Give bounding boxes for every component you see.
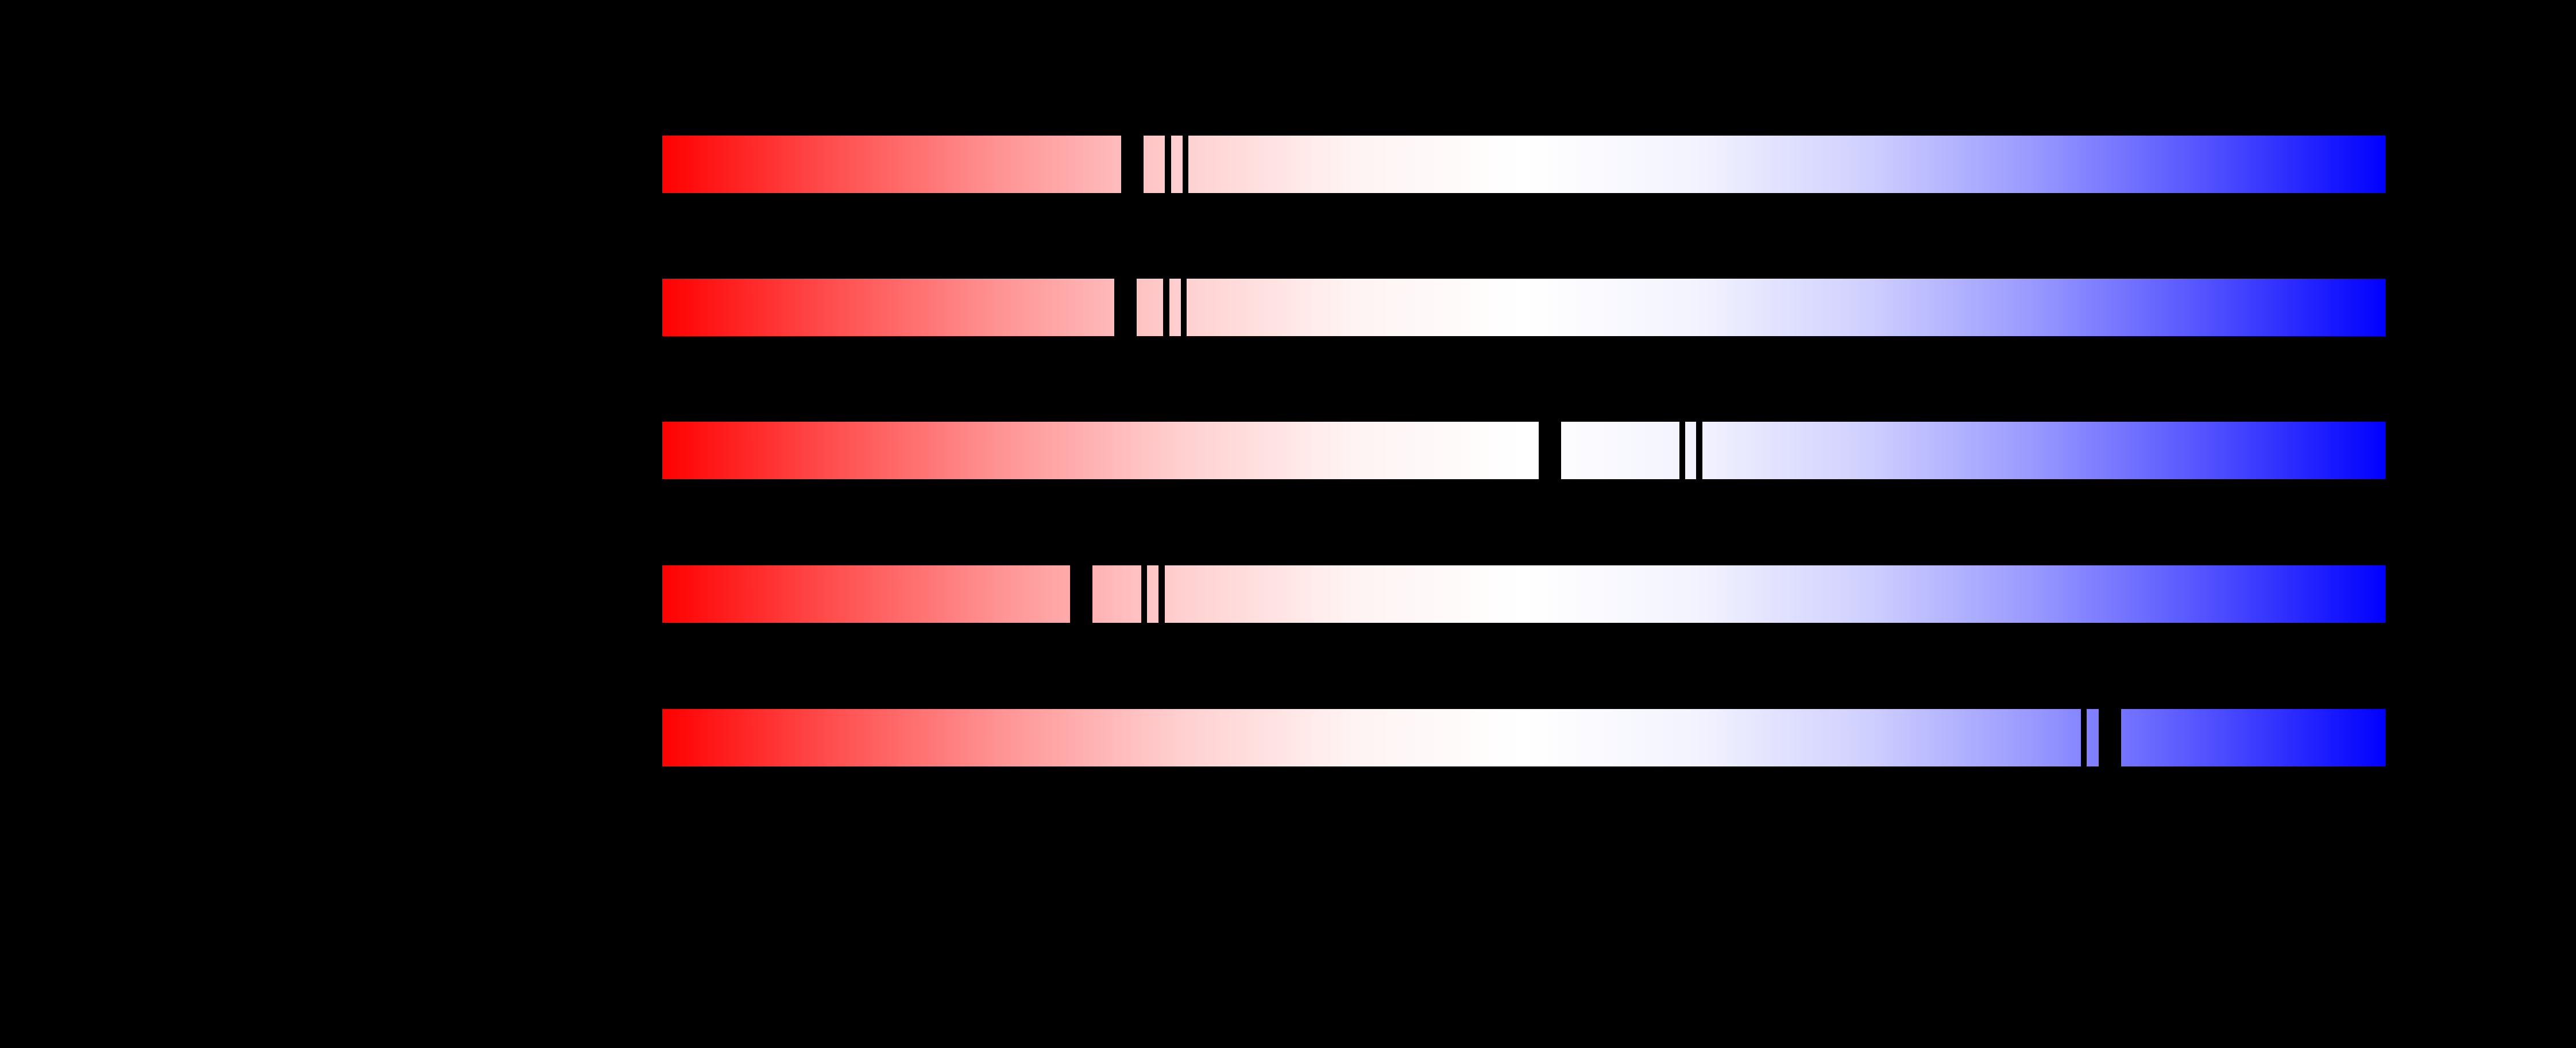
gradient-bar-row-5 bbox=[662, 709, 2386, 766]
thick-marker bbox=[1069, 565, 1092, 623]
gradient-bar-row-3 bbox=[662, 421, 2386, 479]
thin-marker-2 bbox=[1180, 279, 1187, 336]
thin-marker-1 bbox=[1679, 421, 1686, 479]
thick-marker bbox=[1114, 279, 1137, 336]
thin-marker-2 bbox=[1696, 421, 1702, 479]
thick-marker bbox=[1538, 421, 1561, 479]
thin-marker-2 bbox=[1158, 565, 1165, 623]
thin-marker-2 bbox=[1182, 136, 1189, 193]
thin-marker-1 bbox=[1141, 565, 1148, 623]
thin-marker-1 bbox=[1163, 279, 1169, 336]
gradient-bar-row-2 bbox=[662, 279, 2386, 336]
gradient-bar-row-1 bbox=[662, 136, 2386, 193]
thin-marker-1 bbox=[2080, 709, 2087, 766]
gradient-bar-row-4 bbox=[662, 565, 2386, 623]
thick-marker bbox=[1121, 136, 1144, 193]
thin-marker-1 bbox=[1165, 136, 1171, 193]
thick-marker bbox=[2099, 709, 2122, 766]
